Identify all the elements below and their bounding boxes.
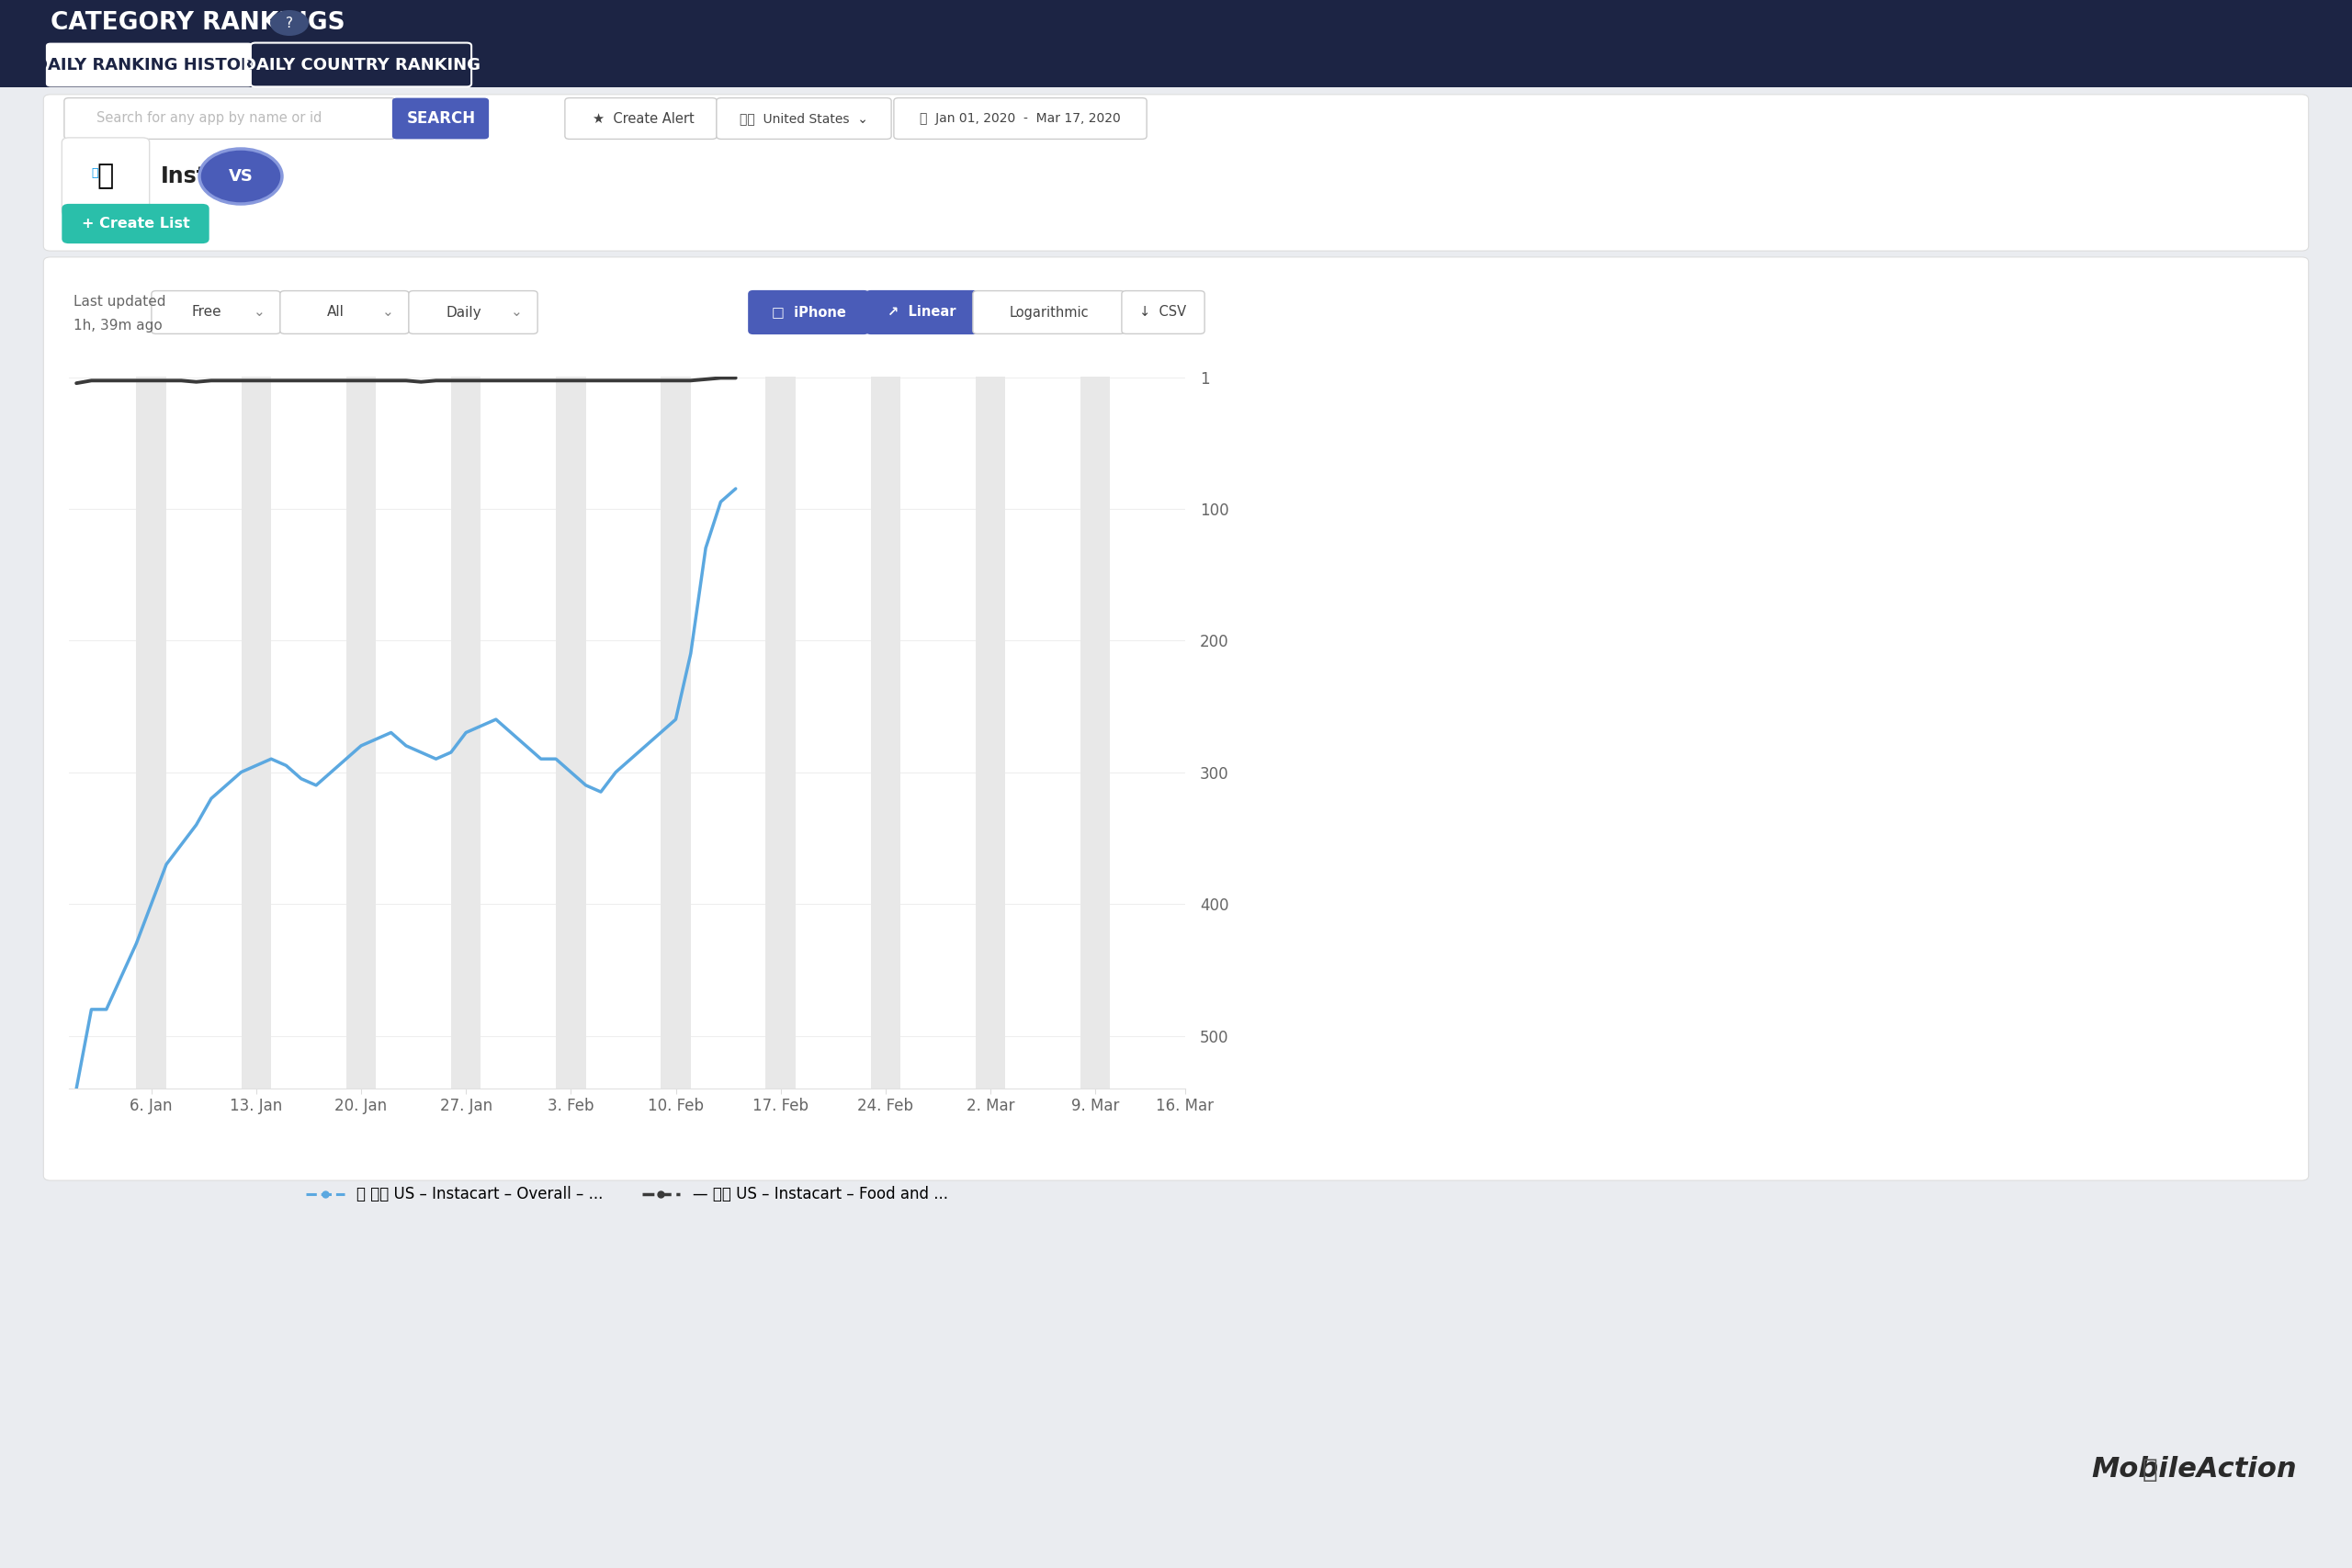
Bar xyxy=(452,376,480,1088)
Text: Last updated: Last updated xyxy=(73,295,167,309)
FancyBboxPatch shape xyxy=(0,45,2352,88)
Bar xyxy=(136,376,167,1088)
FancyBboxPatch shape xyxy=(151,290,280,334)
Bar xyxy=(976,376,1004,1088)
Text: Daily: Daily xyxy=(447,306,482,320)
FancyBboxPatch shape xyxy=(748,290,868,334)
Text: 🥕: 🥕 xyxy=(96,163,113,190)
Bar xyxy=(1080,376,1110,1088)
FancyBboxPatch shape xyxy=(564,97,717,140)
Text: 1h, 39m ago: 1h, 39m ago xyxy=(73,320,162,332)
Bar xyxy=(242,376,270,1088)
Legend: 🍎 🇺🇸 US – Instacart – Overall – ..., — 🇺🇸 US – Instacart – Food and ...: 🍎 🇺🇸 US – Instacart – Overall – ..., — 🇺… xyxy=(301,1181,955,1209)
Text: 📅  Jan 01, 2020  -  Mar 17, 2020: 📅 Jan 01, 2020 - Mar 17, 2020 xyxy=(920,111,1120,125)
Text: CATEGORY RANKINGS: CATEGORY RANKINGS xyxy=(49,11,346,34)
Text: Search for any app by name or id: Search for any app by name or id xyxy=(96,111,322,125)
FancyBboxPatch shape xyxy=(894,97,1148,140)
FancyBboxPatch shape xyxy=(717,97,891,140)
Text: + Create List: + Create List xyxy=(82,218,191,230)
Text: Free: Free xyxy=(193,306,221,320)
Bar xyxy=(346,376,376,1088)
Bar xyxy=(767,376,795,1088)
FancyBboxPatch shape xyxy=(61,138,151,216)
Text: ⌄: ⌄ xyxy=(510,306,522,320)
Text: SEARCH: SEARCH xyxy=(407,110,475,127)
FancyBboxPatch shape xyxy=(252,42,470,86)
Text: All: All xyxy=(327,306,343,320)
FancyBboxPatch shape xyxy=(866,290,976,334)
FancyBboxPatch shape xyxy=(280,290,409,334)
Circle shape xyxy=(200,149,282,204)
Text: 🚀: 🚀 xyxy=(2143,1457,2157,1483)
Text: DAILY RANKING HISTORY: DAILY RANKING HISTORY xyxy=(33,56,263,74)
Bar xyxy=(555,376,586,1088)
Text: Instacart: Instacart xyxy=(160,165,270,188)
FancyBboxPatch shape xyxy=(1122,290,1204,334)
Text: MobileAction: MobileAction xyxy=(2091,1457,2298,1483)
Text: Logarithmic: Logarithmic xyxy=(1009,306,1089,320)
FancyBboxPatch shape xyxy=(393,97,489,140)
FancyBboxPatch shape xyxy=(45,42,252,86)
Text: ↗  Linear: ↗ Linear xyxy=(887,306,955,320)
Text: VS: VS xyxy=(228,168,254,185)
FancyBboxPatch shape xyxy=(0,0,2352,45)
Text: ★  Create Alert: ★ Create Alert xyxy=(593,111,694,125)
FancyBboxPatch shape xyxy=(42,94,2310,251)
Text: DAILY COUNTRY RANKING: DAILY COUNTRY RANKING xyxy=(242,56,480,74)
Text: ⌄: ⌄ xyxy=(254,306,266,320)
FancyBboxPatch shape xyxy=(61,204,209,243)
Text: :  xyxy=(92,166,99,179)
FancyBboxPatch shape xyxy=(409,290,539,334)
Circle shape xyxy=(270,9,308,36)
Text: ↓  CSV: ↓ CSV xyxy=(1141,306,1188,320)
FancyBboxPatch shape xyxy=(974,290,1124,334)
Bar xyxy=(1185,376,1216,1088)
FancyBboxPatch shape xyxy=(64,97,395,140)
Bar xyxy=(661,376,691,1088)
Text: ⌄: ⌄ xyxy=(381,306,393,320)
Text: 🇺🇸  United States  ⌄: 🇺🇸 United States ⌄ xyxy=(739,111,868,125)
Text: ?: ? xyxy=(285,16,294,30)
FancyBboxPatch shape xyxy=(42,257,2310,1181)
Bar xyxy=(870,376,901,1088)
Text: □  iPhone: □ iPhone xyxy=(771,306,847,320)
